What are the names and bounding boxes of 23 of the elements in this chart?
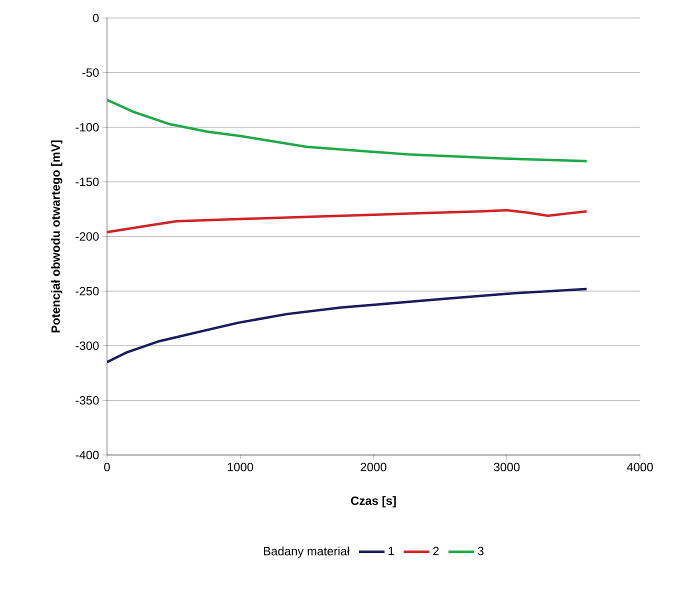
y-tick-label: -350 <box>76 396 99 405</box>
y-tick-label: -250 <box>76 286 99 296</box>
y-tick-label: -50 <box>82 68 99 77</box>
x-axis-title: Czas [s] <box>350 496 396 508</box>
x-tick-label: 2000 <box>360 462 386 472</box>
y-tick-label: -300 <box>76 342 99 350</box>
y-tick-label: -200 <box>76 232 99 241</box>
y-axis-title: Potencjał obwodu otwartego [mV] <box>51 140 62 332</box>
y-tick-label: -100 <box>76 123 99 132</box>
y-tick-label: -150 <box>76 178 99 186</box>
line-series <box>107 98 588 162</box>
legend-title: Badany materiał <box>264 546 350 558</box>
x-tick-label: 4000 <box>626 462 653 472</box>
legend-label: 3 <box>478 546 484 556</box>
line-series <box>107 288 588 364</box>
x-tick-label: 3000 <box>494 462 520 472</box>
x-tick-label: 0 <box>104 462 110 472</box>
legend-label: 1 <box>388 546 394 556</box>
x-tick-label: 1000 <box>228 462 254 472</box>
y-tick-label: -400 <box>76 450 99 460</box>
legend-label: 2 <box>433 546 439 556</box>
line-series <box>107 209 588 234</box>
y-tick-label: 0 <box>92 14 99 22</box>
